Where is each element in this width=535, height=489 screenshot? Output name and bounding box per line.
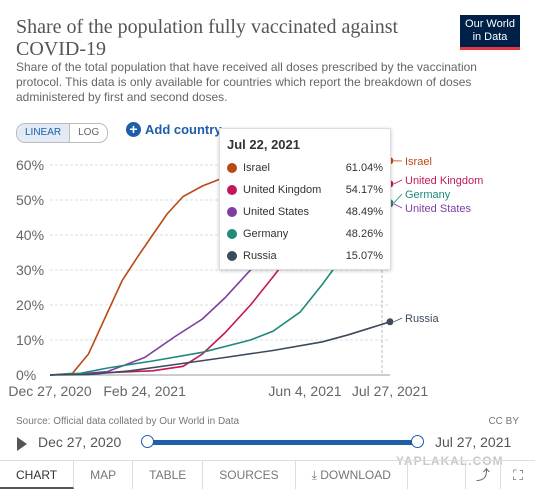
download-icon: ⤓ xyxy=(312,468,317,482)
hover-tooltip: Jul 22, 2021 Israel 61.04% United Kingdo… xyxy=(219,128,391,270)
tooltip-row: Russia 15.07% xyxy=(227,249,383,263)
series-end-label: Russia xyxy=(405,313,440,325)
label-connector xyxy=(394,180,402,184)
tooltip-country: United States xyxy=(243,205,309,219)
tooltip-row: United Kingdom 54.17% xyxy=(227,183,383,197)
tooltip-country: United Kingdom xyxy=(243,183,321,197)
tab-map[interactable]: Map xyxy=(74,461,133,489)
logo-line-2: in Data xyxy=(460,31,520,44)
series-color-swatch xyxy=(227,229,237,239)
chart-title: Share of the population fully vaccinated… xyxy=(16,16,456,60)
log-scale-button[interactable]: LOG xyxy=(70,124,107,142)
linear-scale-button[interactable]: LINEAR xyxy=(17,124,70,142)
label-connector xyxy=(394,318,402,322)
expand-icon[interactable]: ⛶ xyxy=(500,461,535,489)
x-tick-label: Jul 27, 2021 xyxy=(352,383,428,399)
tooltip-value: 61.04% xyxy=(346,161,383,175)
add-country-button[interactable]: + Add country xyxy=(126,122,222,137)
series-color-swatch xyxy=(227,251,237,261)
play-icon[interactable] xyxy=(17,437,27,451)
tab-table[interactable]: Table xyxy=(133,461,203,489)
timeline[interactable]: Dec 27, 2020 Jul 27, 2021 xyxy=(0,432,535,454)
timeline-start-date: Dec 27, 2020 xyxy=(38,434,121,450)
tooltip-country: Russia xyxy=(243,249,277,263)
timeline-start-handle[interactable] xyxy=(141,435,154,448)
y-tick-label: 10% xyxy=(16,332,44,348)
y-tick-label: 40% xyxy=(16,227,44,243)
tab-sources[interactable]: Sources xyxy=(203,461,295,489)
timeline-end-handle[interactable] xyxy=(411,435,424,448)
series-end-label: United States xyxy=(405,203,472,215)
series-color-swatch xyxy=(227,207,237,217)
tooltip-row: Israel 61.04% xyxy=(227,161,383,175)
tooltip-country: Israel xyxy=(243,161,270,175)
series-color-swatch xyxy=(227,185,237,195)
label-connector xyxy=(394,194,402,203)
tab-chart[interactable]: Chart xyxy=(0,461,74,489)
series-end-label: Germany xyxy=(405,189,451,201)
series-end-marker xyxy=(387,318,394,325)
series-end-label: United Kingdom xyxy=(405,175,483,187)
y-tick-label: 50% xyxy=(16,192,44,208)
source-note[interactable]: Source: Official data collated by Our Wo… xyxy=(16,416,239,427)
timeline-end-date: Jul 27, 2021 xyxy=(435,434,511,450)
tooltip-row: Germany 48.26% xyxy=(227,227,383,241)
y-tick-label: 0% xyxy=(16,367,36,383)
owid-logo[interactable]: Our World in Data xyxy=(460,15,520,50)
plus-circle-icon: + xyxy=(126,122,141,137)
y-tick-label: 20% xyxy=(16,297,44,313)
tab-download-label: Download xyxy=(320,468,391,482)
tab-download[interactable]: ⤓ Download xyxy=(296,461,408,489)
x-tick-label: Feb 24, 2021 xyxy=(103,383,186,399)
tooltip-value: 15.07% xyxy=(346,249,383,263)
series-color-swatch xyxy=(227,163,237,173)
license-label[interactable]: CC BY xyxy=(488,416,519,427)
share-icon[interactable]: ⤴ xyxy=(465,461,500,489)
tooltip-country: Germany xyxy=(243,227,288,241)
x-tick-label: Jun 4, 2021 xyxy=(268,383,341,399)
scale-toggle[interactable]: LINEAR LOG xyxy=(16,123,108,143)
logo-line-1: Our World xyxy=(460,18,520,31)
bottom-tab-bar: Chart Map Table Sources ⤓ Download ⤴ ⛶ xyxy=(0,460,535,489)
add-country-label: Add country xyxy=(145,122,222,137)
tooltip-date: Jul 22, 2021 xyxy=(227,137,300,152)
tooltip-value: 48.26% xyxy=(346,227,383,241)
y-tick-label: 30% xyxy=(16,262,44,278)
tooltip-row: United States 48.49% xyxy=(227,205,383,219)
label-connector xyxy=(394,204,402,208)
x-tick-label: Dec 27, 2020 xyxy=(8,383,91,399)
timeline-track[interactable] xyxy=(147,440,417,445)
chart-subtitle: Share of the total population that have … xyxy=(16,60,521,105)
y-tick-label: 60% xyxy=(16,157,44,173)
series-end-label: Israel xyxy=(405,156,432,168)
tooltip-value: 48.49% xyxy=(346,205,383,219)
tooltip-value: 54.17% xyxy=(346,183,383,197)
